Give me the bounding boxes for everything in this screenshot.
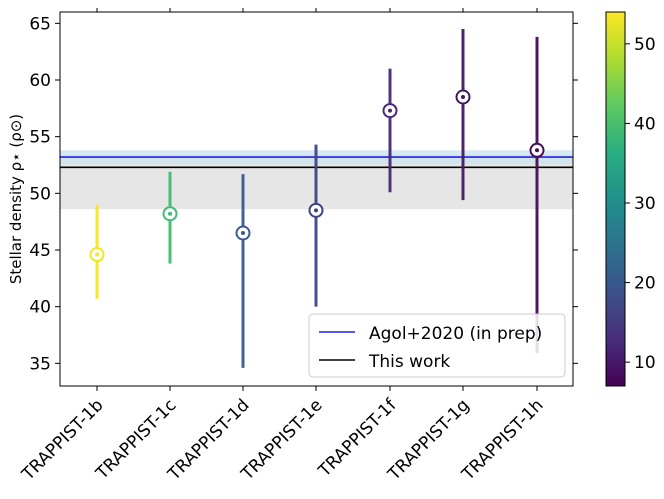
data-point-trappist-1d xyxy=(235,174,251,368)
colorbar-gradient xyxy=(605,11,626,387)
data-point-trappist-1b xyxy=(89,204,105,299)
colorbar: 10 20 30 40 50 xyxy=(605,11,656,387)
colorbar-tick-label: 30 xyxy=(634,194,656,214)
data-point-trappist-1g xyxy=(455,29,471,201)
colorbar-tick-label: 10 xyxy=(634,353,656,373)
y-tick-label: 60 xyxy=(29,71,51,91)
marker-dot xyxy=(461,95,465,99)
marker-dot xyxy=(168,211,172,216)
y-tick-label: 45 xyxy=(29,241,51,261)
data-point-trappist-1c xyxy=(162,171,178,264)
marker-dot xyxy=(535,148,539,153)
data-point-trappist-1h xyxy=(529,36,545,354)
y-tick-label: 40 xyxy=(29,298,51,318)
y-axis: 35 40 45 50 55 60 65 xyxy=(29,14,578,374)
marker-dot xyxy=(241,231,245,235)
y-axis-label: Stellar density ρ⋆ (ρ⊙) xyxy=(7,114,25,284)
colorbar-ticks: 10 20 30 40 50 xyxy=(625,35,656,373)
legend-label-this-work: This work xyxy=(368,352,450,372)
y-tick-label: 50 xyxy=(29,184,51,204)
data-point-trappist-1f xyxy=(382,68,398,193)
data-point-trappist-1e xyxy=(308,144,324,307)
y-tick-label: 35 xyxy=(29,354,51,374)
marker-dot xyxy=(314,208,318,213)
marker-dot xyxy=(388,108,392,113)
colorbar-tick-label: 50 xyxy=(634,35,656,55)
colorbar-tick-label: 40 xyxy=(634,114,656,134)
legend-label-agol: Agol+2020 (in prep) xyxy=(369,324,542,344)
colorbar-tick-label: 20 xyxy=(634,274,656,294)
data-points xyxy=(89,29,545,368)
legend-box xyxy=(308,313,566,378)
legend: Agol+2020 (in prep) This work xyxy=(308,313,566,378)
y-tick-label: 65 xyxy=(29,14,51,34)
marker-dot xyxy=(95,252,99,257)
y-tick-label: 55 xyxy=(29,128,51,148)
